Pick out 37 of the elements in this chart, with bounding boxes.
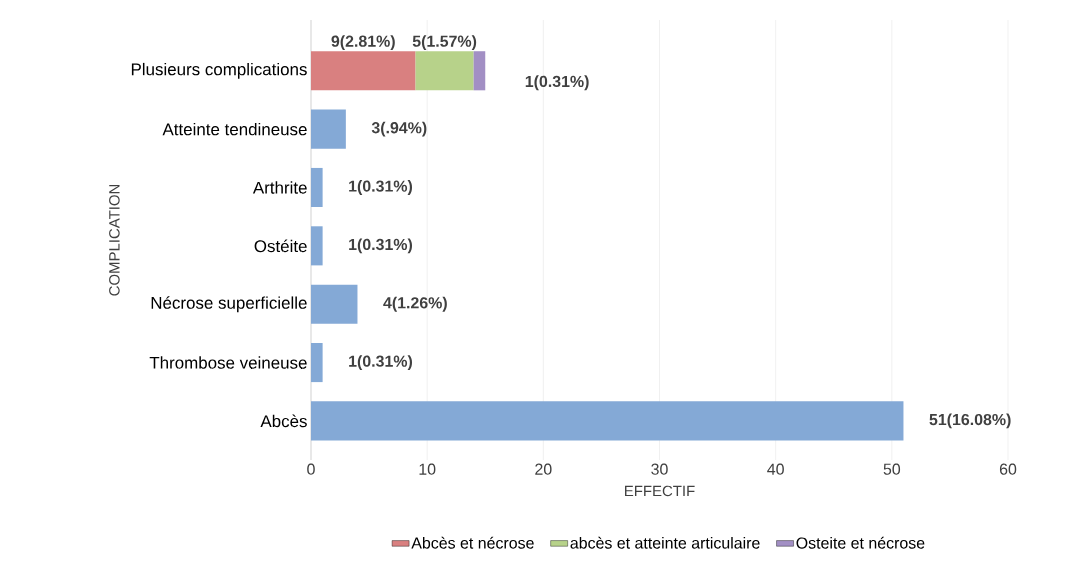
data-label: 1(0.31%) [525, 75, 589, 91]
data-label: 1(0.31%) [349, 180, 413, 195]
y-tick-label: Atteinte tendineuse [162, 122, 307, 136]
legend-label: Abcès et nécrose [411, 536, 534, 549]
data-label: 5(1.57%) [412, 35, 477, 51]
y-tick-label: Nécrose superficielle [151, 296, 307, 313]
x-tick-label: 10 [419, 463, 436, 475]
bar [311, 51, 416, 91]
x-tick-label: 0 [307, 463, 315, 475]
bar [311, 109, 346, 149]
x-tick-label: 20 [535, 463, 552, 475]
y-axis-title: COMPLICATION [109, 184, 120, 296]
data-label: 4(1.26%) [383, 296, 447, 312]
x-tick-label: 60 [999, 463, 1017, 475]
legend-label: abcès et atteinte articulaire [570, 536, 760, 549]
y-tick-label: Abcès [260, 414, 307, 428]
y-tick-label: Thrombose veineuse [149, 356, 307, 369]
bar [311, 167, 323, 208]
bar [311, 401, 904, 441]
x-tick-label: 30 [651, 463, 668, 475]
bar [473, 51, 486, 91]
data-label: 3(.94%) [371, 121, 427, 137]
y-tick-label: Ostéite [254, 239, 307, 253]
y-tick-label: Arthrite [252, 181, 307, 194]
data-label: 51(16.08%) [929, 413, 1011, 429]
x-axis-title: EFFECTIF [625, 485, 695, 497]
bar [311, 226, 323, 266]
y-tick-label: Plusieurs complications [131, 62, 307, 79]
x-tick-label: 50 [883, 463, 901, 475]
bar [415, 51, 474, 91]
data-label: 1(0.31%) [349, 355, 413, 370]
bar [311, 343, 323, 383]
bar [311, 284, 358, 324]
legend-label: Osteite et nécrose [796, 536, 925, 549]
x-tick-label: 40 [767, 463, 784, 475]
data-label: 1(0.31%) [349, 238, 413, 254]
data-label: 9(2.81%) [331, 35, 395, 51]
